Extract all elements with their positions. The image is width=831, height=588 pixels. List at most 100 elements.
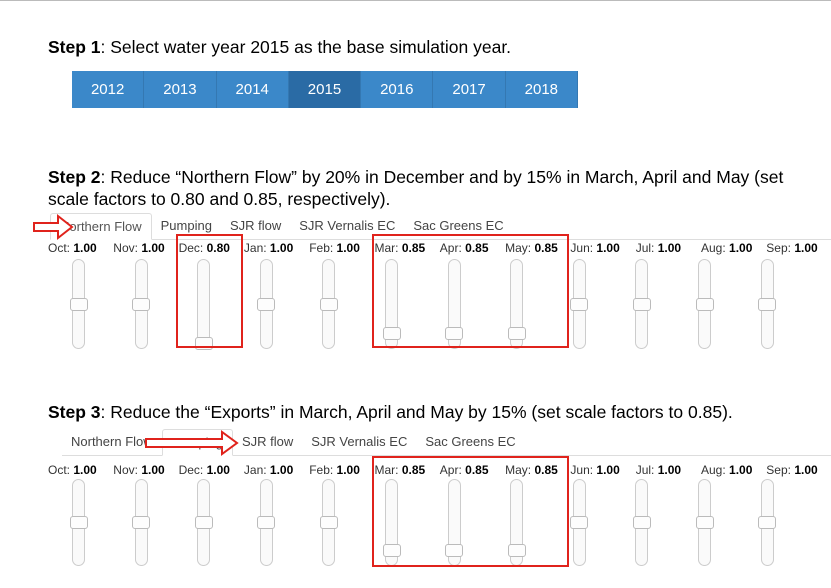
- slider-handle[interactable]: [445, 326, 464, 340]
- month-name: Jan:: [243, 241, 267, 255]
- slider-handle[interactable]: [319, 516, 338, 529]
- highlight-box: [371, 456, 570, 567]
- tab[interactable]: Northern Flow: [71, 434, 153, 449]
- slider-handle[interactable]: [695, 516, 714, 529]
- scale-value: 1.00: [657, 241, 682, 255]
- step-label: Step 2: [48, 167, 101, 187]
- month-name: Apr:: [439, 463, 462, 477]
- tab[interactable]: SJR flow: [241, 434, 294, 449]
- slider-handle[interactable]: [69, 297, 88, 311]
- month-name: Nov:: [113, 463, 138, 477]
- slider-handle[interactable]: [507, 544, 526, 558]
- month-name: Jun:: [570, 241, 594, 255]
- month-name: Jan:: [243, 463, 267, 477]
- slider-handle[interactable]: [132, 516, 151, 529]
- month-label: Oct: 1.00: [48, 241, 97, 255]
- scale-value: 1.00: [73, 463, 97, 477]
- month-label: Jul: 1.00: [636, 241, 681, 255]
- scale-value: 0.85: [534, 463, 558, 477]
- slider-handle[interactable]: [758, 516, 777, 529]
- slider-track: [385, 259, 398, 349]
- year-tabs: 2012 2013 2014 2015 2016 2017 2018: [72, 71, 578, 108]
- year-tab[interactable]: 2015: [288, 71, 362, 108]
- month-label: Jul: 1.00: [636, 463, 681, 477]
- tab[interactable]: SJR Vernalis EC: [299, 218, 396, 233]
- slider-handle[interactable]: [632, 516, 651, 529]
- year-tab[interactable]: 2012: [72, 71, 145, 108]
- tab[interactable]: Pumping: [160, 218, 212, 233]
- month-name: Jul:: [635, 463, 655, 477]
- scale-value: 1.00: [73, 241, 97, 255]
- year-tab[interactable]: 2016: [361, 71, 434, 108]
- slider-handle[interactable]: [695, 297, 714, 311]
- slider-handle[interactable]: [632, 297, 651, 311]
- slider-handle[interactable]: [445, 544, 464, 558]
- step-body: : Select water year 2015 as the base sim…: [100, 37, 512, 57]
- month-name: Oct:: [48, 463, 71, 477]
- month-name: Sep:: [766, 241, 791, 255]
- year-tab[interactable]: 2018: [506, 71, 578, 108]
- slider-handle[interactable]: [758, 297, 777, 311]
- slider-track: [510, 259, 524, 349]
- slider-handle[interactable]: [257, 516, 276, 529]
- tab[interactable]: Sac Greens EC: [425, 434, 516, 449]
- step-body: : Reduce “Northern Flow” by 20% in Decem…: [48, 167, 784, 209]
- slider-handle[interactable]: [69, 516, 88, 529]
- step3-text: Step 3: Reduce the “Exports” in March, A…: [48, 401, 828, 423]
- scale-value: 1.00: [729, 463, 753, 477]
- month-label: Dec: 1.00: [179, 463, 230, 477]
- step-label: Step 3: [48, 402, 101, 422]
- month-name: Dec:: [178, 463, 204, 477]
- year-tab[interactable]: 2014: [217, 71, 289, 108]
- slider-track: [447, 259, 461, 349]
- scale-value: 1.00: [336, 463, 360, 477]
- year-tab[interactable]: 2017: [433, 71, 506, 108]
- scale-value: 0.85: [465, 241, 489, 255]
- month-label: Jan: 1.00: [244, 463, 293, 477]
- month-label: Mar: 0.85: [375, 241, 426, 255]
- tab[interactable]: Sac Greens EC: [413, 218, 504, 233]
- month-name: Mar:: [374, 463, 399, 477]
- slider-handle[interactable]: [570, 297, 589, 311]
- month-label: Sep: 1.00: [766, 241, 817, 255]
- step2-text: Step 2: Reduce “Northern Flow” by 20% in…: [48, 166, 828, 210]
- slider-handle[interactable]: [132, 297, 151, 311]
- slider-handle[interactable]: [257, 297, 276, 311]
- tab[interactable]: Northern Flow: [50, 213, 152, 240]
- scale-value: 1.00: [269, 463, 294, 477]
- slider-handle[interactable]: [382, 544, 401, 558]
- scale-value: 0.80: [206, 241, 230, 255]
- slider-handle[interactable]: [570, 516, 589, 529]
- step1-text: Step 1: Select water year 2015 as the ba…: [48, 36, 511, 58]
- slider-handle[interactable]: [382, 326, 401, 340]
- scale-value: 1.00: [657, 463, 682, 477]
- slider-handle[interactable]: [319, 297, 338, 311]
- tab[interactable]: SJR Vernalis EC: [311, 434, 408, 449]
- step-label: Step 1: [48, 37, 101, 57]
- month-name: Nov:: [113, 241, 138, 255]
- scale-value: 1.00: [729, 241, 753, 255]
- month-label: Feb: 1.00: [309, 463, 360, 477]
- month-label: Nov: 1.00: [113, 241, 164, 255]
- month-label: May: 0.85: [505, 463, 558, 477]
- scale-value: 0.85: [401, 241, 426, 255]
- year-tab[interactable]: 2013: [144, 71, 217, 108]
- month-name: Jul:: [635, 241, 655, 255]
- tab-bar: Northern Flow Pumping SJR flow SJR Vernalis…: [62, 429, 831, 456]
- month-name: May:: [505, 241, 532, 255]
- month-name: Jun:: [570, 463, 594, 477]
- slider-handle[interactable]: [194, 516, 213, 529]
- slider-handle[interactable]: [507, 326, 526, 340]
- month-name: Dec:: [178, 241, 204, 255]
- month-label: Jan: 1.00: [244, 241, 293, 255]
- month-name: Apr:: [439, 241, 462, 255]
- scale-value: 1.00: [596, 241, 620, 255]
- month-label: Feb: 1.00: [309, 241, 360, 255]
- tab[interactable]: Pumping: [161, 429, 233, 456]
- month-label: Dec: 0.80: [179, 241, 230, 255]
- tab[interactable]: SJR flow: [229, 218, 282, 233]
- scale-value: 1.00: [794, 463, 818, 477]
- month-label: Aug: 1.00: [701, 463, 752, 477]
- month-name: Feb:: [309, 241, 334, 255]
